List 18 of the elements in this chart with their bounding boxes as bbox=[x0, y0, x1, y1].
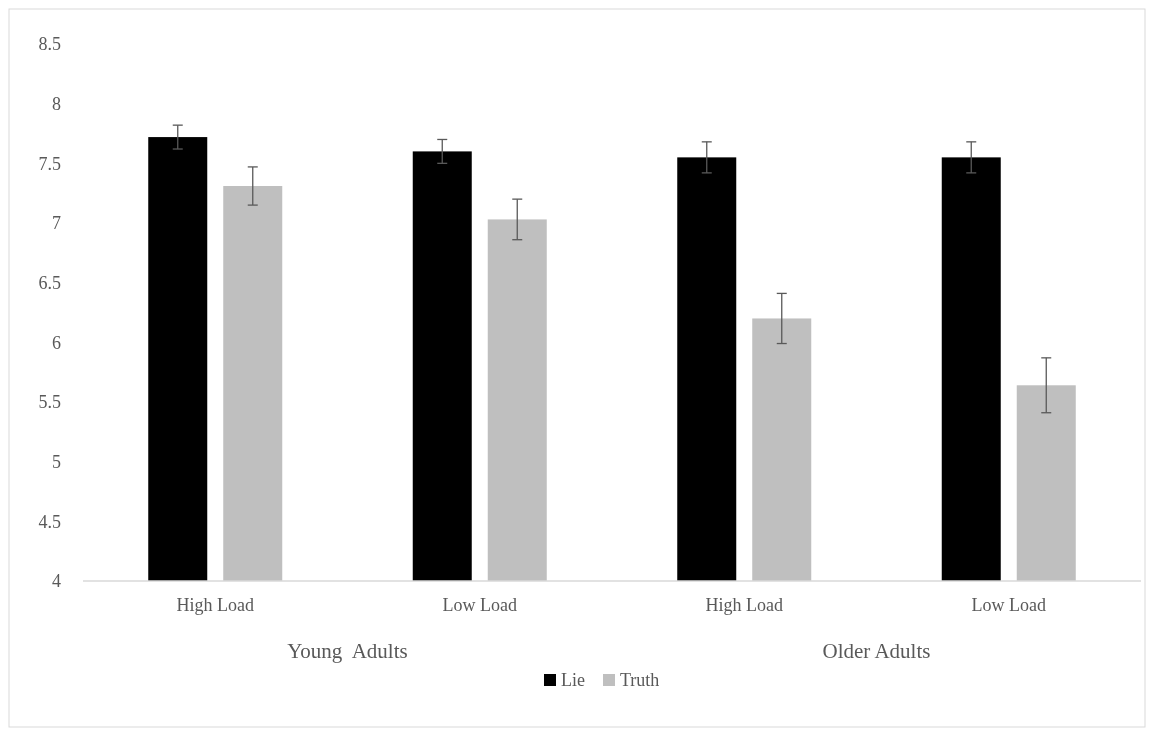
x-tick-label: Low Load bbox=[442, 595, 517, 615]
y-tick-label: 7 bbox=[52, 213, 61, 234]
y-tick-label: 4 bbox=[52, 571, 61, 592]
y-tick-label: 6.5 bbox=[38, 272, 61, 293]
x-tick-label: Low Load bbox=[971, 595, 1046, 615]
text: Older Adults bbox=[822, 639, 931, 663]
text: Young Adults bbox=[287, 639, 408, 663]
y-tick-label: 7.5 bbox=[38, 153, 61, 174]
legend-label: Lie bbox=[561, 670, 585, 691]
x-tick-label: High Load bbox=[176, 595, 254, 615]
y-tick-label: 8.5 bbox=[38, 34, 61, 55]
x-tick-label: High Load bbox=[705, 595, 783, 615]
y-tick-label: 8 bbox=[52, 93, 61, 114]
y-tick-label: 5.5 bbox=[38, 392, 61, 413]
y-tick-label: 6 bbox=[52, 332, 61, 353]
legend-label: Truth bbox=[620, 670, 660, 691]
y-tick-label: 5 bbox=[52, 451, 61, 472]
y-tick-label: 4.5 bbox=[38, 511, 61, 532]
